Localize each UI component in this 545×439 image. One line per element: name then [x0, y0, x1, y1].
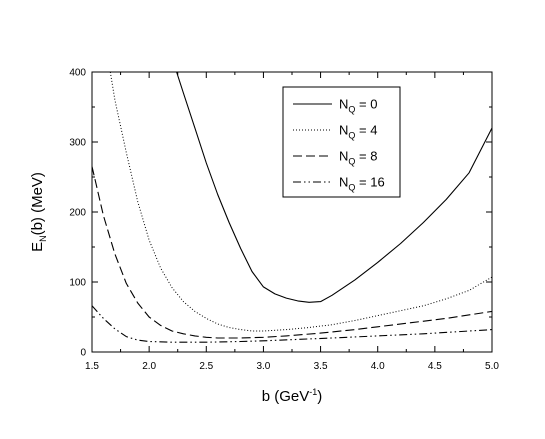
- y-tick-label: 100: [69, 278, 86, 289]
- x-tick-label: 3.0: [256, 361, 270, 372]
- y-axis-title-sub: N: [38, 235, 48, 242]
- legend-label-1: NQ = 4: [339, 123, 377, 141]
- y-tick-label: 200: [69, 208, 86, 219]
- series-lines: [91, 71, 493, 343]
- x-tick-label: 4.0: [371, 361, 385, 372]
- legend-box: [282, 86, 401, 198]
- x-tick-label: 4.5: [428, 361, 442, 372]
- legend-label-0: NQ = 0: [339, 97, 377, 115]
- y-axis-title-e: E: [29, 242, 46, 252]
- x-tick-label: 2.5: [199, 361, 213, 372]
- y-tick-label: 300: [69, 138, 86, 149]
- series-line-0: [176, 71, 493, 303]
- y-axis-title-rest: (b) (MeV): [29, 172, 46, 235]
- series-line-2: [91, 166, 493, 339]
- x-tick-label: 3.5: [314, 361, 328, 372]
- x-axis-title-main: b (GeV: [262, 388, 310, 405]
- x-tick-label: 1.5: [85, 361, 99, 372]
- y-tick-label: 400: [69, 68, 86, 79]
- series-line-3: [91, 305, 493, 343]
- x-tick-label: 5.0: [485, 361, 499, 372]
- legend: NQ = 0 NQ = 4 NQ = 8 NQ = 16: [282, 86, 401, 198]
- ticks: [91, 71, 493, 353]
- x-axis-title-sup: -1: [309, 387, 317, 397]
- x-tick-label: 2.0: [142, 361, 156, 372]
- tick-labels: 1.5 2.0 2.5 3.0 3.5 4.0 4.5 5.0 0 100 200 300 400: [69, 68, 499, 373]
- x-axis-title-close: ): [317, 388, 322, 405]
- y-tick-label: 0: [80, 348, 86, 359]
- legend-label-3: NQ = 16: [339, 175, 385, 193]
- legend-label-2: NQ = 8: [339, 149, 377, 167]
- x-axis-title: b (GeV-1): [262, 387, 323, 405]
- y-axis-title: EN(b) (MeV): [29, 172, 48, 252]
